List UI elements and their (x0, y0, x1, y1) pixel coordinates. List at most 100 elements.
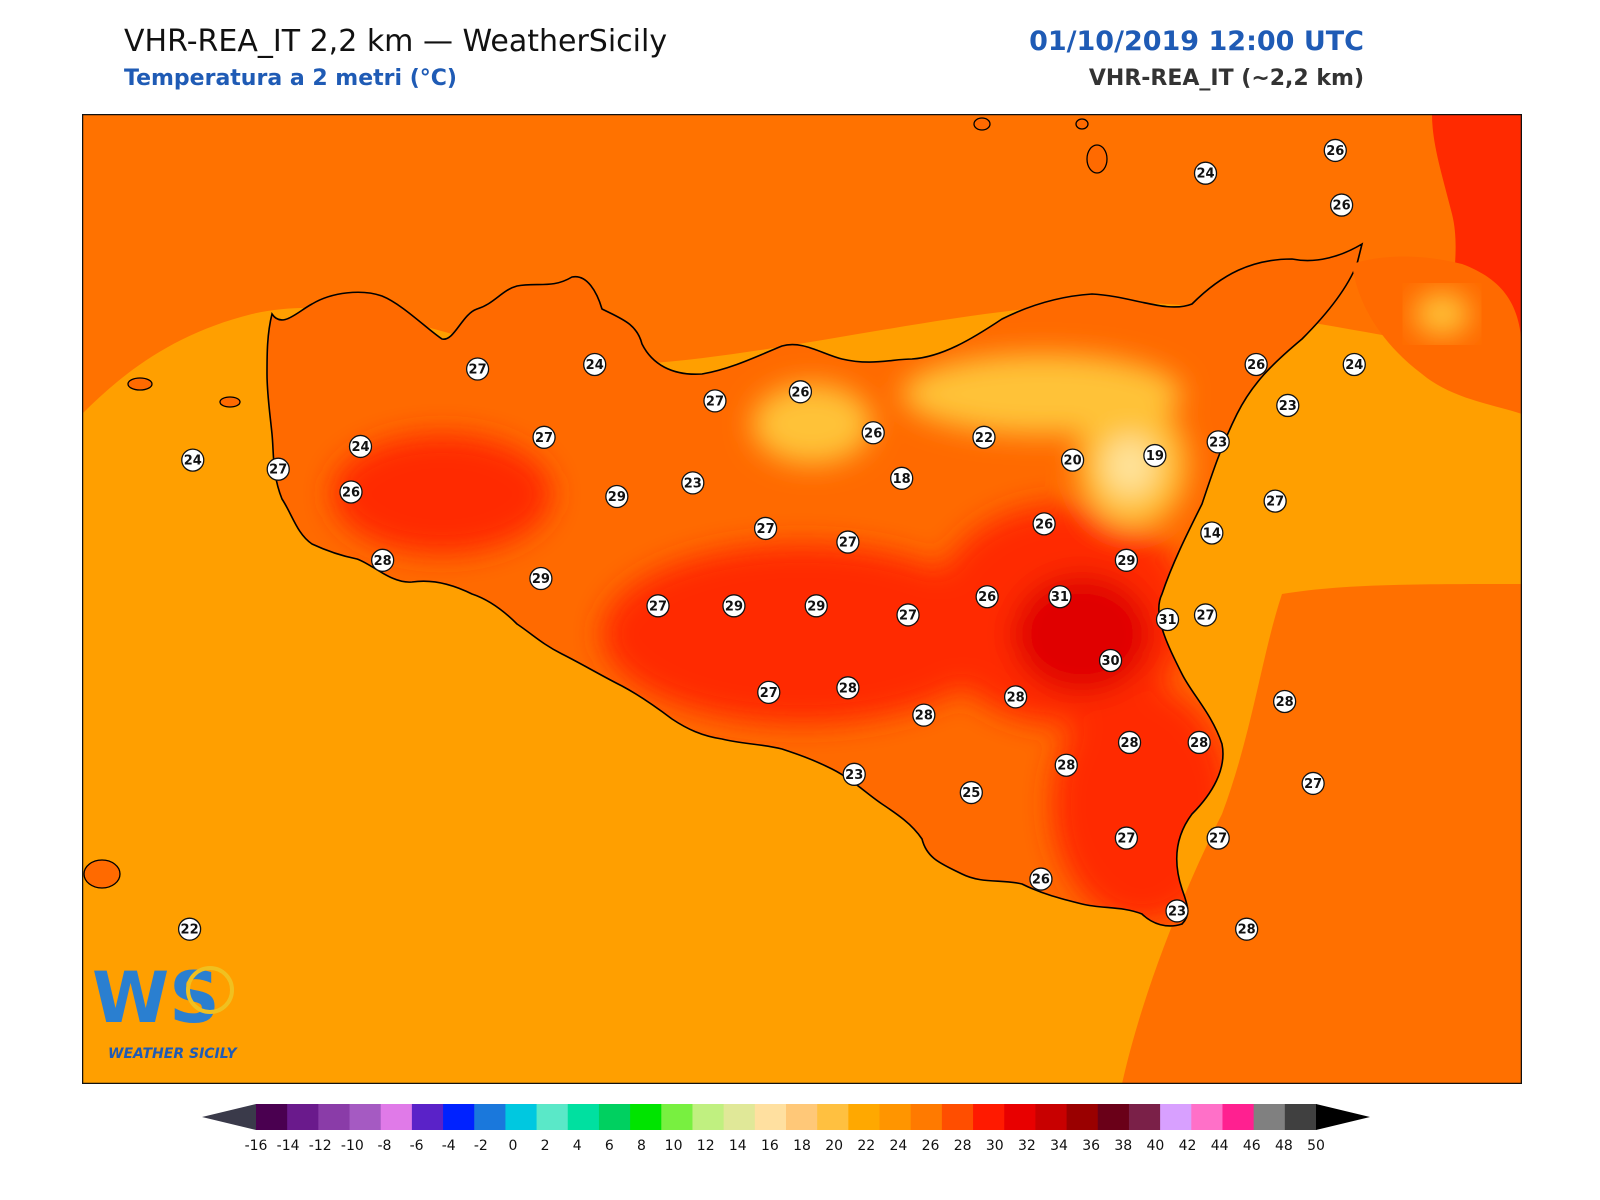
station-value: 27 (1304, 777, 1322, 792)
station-label: 19 (1143, 443, 1167, 468)
colorbar-tick: 50 (1307, 1138, 1325, 1154)
station-label: 23 (1206, 430, 1230, 454)
station-label: 22 (972, 425, 996, 449)
station-marker (975, 585, 999, 609)
colorbar-swatch (474, 1104, 506, 1130)
station-value: 27 (1196, 608, 1214, 623)
station-value: 25 (962, 786, 980, 801)
colorbar-tick: -8 (378, 1138, 392, 1154)
cold-zone-etna-summit (1104, 436, 1156, 496)
colorbar-tick: 24 (890, 1138, 908, 1154)
station-label: 28 (1272, 689, 1297, 714)
station-value: 28 (1238, 923, 1256, 938)
station-label: 20 (1060, 448, 1085, 472)
station-label: 26 (975, 585, 999, 609)
hot-zone-west (332, 434, 552, 554)
colorbar-tick: 20 (825, 1138, 843, 1154)
station-marker (583, 352, 607, 377)
station-marker (465, 357, 490, 381)
station-value: 29 (725, 599, 743, 614)
station-marker (529, 566, 553, 591)
colorbar-tick: 10 (665, 1138, 683, 1154)
colorbar-tick: 30 (986, 1138, 1004, 1154)
colorbar-swatch (443, 1104, 475, 1130)
colorbar-tick: -6 (410, 1138, 424, 1154)
station-label: 24 (181, 448, 205, 472)
station-label: 25 (959, 780, 983, 805)
logo-text: WEATHER SICILY (108, 1046, 239, 1062)
colorbar-tick: 0 (509, 1138, 518, 1154)
station-value: 27 (757, 522, 775, 537)
station-label: 27 (757, 680, 781, 705)
colorbar-swatch (1066, 1104, 1099, 1130)
model-label: VHR-REA_IT (~2,2 km) (1088, 66, 1364, 91)
station-marker (1342, 352, 1366, 377)
station-value: 29 (1117, 554, 1135, 569)
sea-warm-band (82, 114, 1522, 414)
station-marker (1187, 730, 1211, 755)
station-label: 26 (1329, 193, 1354, 217)
station-marker (912, 703, 936, 727)
colorbar-swatch (848, 1104, 881, 1130)
station-label: 27 (1263, 489, 1287, 513)
station-marker (722, 594, 746, 618)
station-value: 26 (342, 485, 360, 500)
colorbar-swatch (380, 1104, 413, 1130)
station-label: 28 (1054, 753, 1078, 777)
station-value: 29 (532, 572, 550, 587)
hot-zone-center (602, 544, 1002, 724)
station-label: 27 (1193, 603, 1218, 627)
station-marker (1060, 448, 1085, 472)
colorbar-swatch (1160, 1104, 1192, 1130)
station-value: 26 (791, 385, 809, 400)
station-value: 28 (374, 554, 392, 569)
station-value: 28 (1121, 736, 1139, 751)
station-label: 28 (371, 548, 395, 572)
station-value: 23 (1279, 399, 1297, 414)
station-value: 28 (1057, 759, 1075, 774)
station-label: 27 (646, 594, 670, 618)
station-label: 26 (788, 380, 813, 404)
station-label: 28 (1117, 730, 1142, 755)
station-value: 27 (899, 608, 917, 623)
station-value: 27 (1266, 495, 1284, 510)
colorbar-tick: 22 (857, 1138, 875, 1154)
colorbar-swatch (910, 1104, 943, 1130)
station-value: 24 (351, 440, 369, 455)
station-value: 27 (1117, 832, 1135, 847)
station-value: 19 (1146, 449, 1164, 464)
station-value: 24 (1196, 167, 1214, 182)
station-marker (681, 471, 705, 495)
station-value: 29 (807, 599, 825, 614)
station-value: 20 (1064, 454, 1082, 469)
station-value: 26 (1247, 358, 1265, 373)
sicily-coastline (266, 242, 1364, 927)
colorbar-min-arrow (202, 1104, 256, 1130)
station-value: 23 (1209, 435, 1227, 450)
station-marker (1235, 917, 1259, 941)
station-marker (1301, 771, 1325, 796)
station-value: 23 (684, 476, 702, 491)
station-label: 30 (1098, 648, 1123, 673)
colorbar-swatch (1253, 1104, 1286, 1130)
station-marker (842, 762, 866, 786)
colorbar-tick: 26 (922, 1138, 940, 1154)
station-label: 29 (804, 594, 828, 618)
station-value: 26 (978, 590, 996, 605)
station-marker (1244, 352, 1268, 377)
station-label: 14 (1200, 521, 1224, 545)
station-marker (836, 676, 860, 700)
station-label: 29 (605, 484, 629, 509)
station-value: 28 (1190, 736, 1208, 751)
station-marker (703, 389, 727, 413)
station-label: 24 (1193, 161, 1218, 185)
station-label: 27 (266, 457, 290, 481)
station-label: 22 (177, 917, 202, 941)
station-marker (1098, 648, 1123, 673)
weathersicily-logo: WS WEATHER SICILY (92, 957, 239, 1062)
map-title: VHR-REA_IT 2,2 km — WeatherSicily (124, 24, 668, 59)
colorbar-tick: 42 (1179, 1138, 1197, 1154)
station-value: 28 (1007, 690, 1025, 705)
station-label: 27 (896, 603, 920, 627)
colorbar-swatch (661, 1104, 693, 1130)
